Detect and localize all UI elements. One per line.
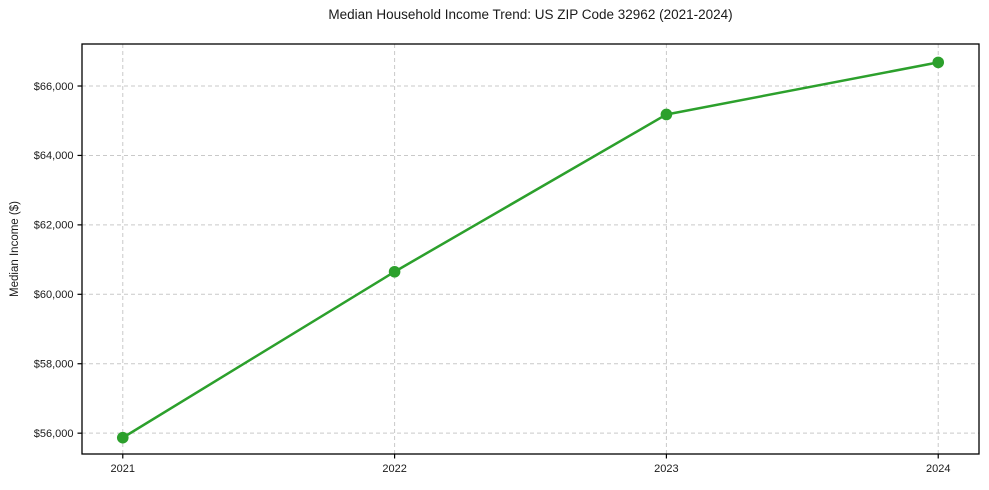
chart-title: Median Household Income Trend: US ZIP Co…: [328, 7, 733, 22]
data-point-2021: [116, 431, 129, 444]
data-point-2024: [932, 56, 945, 69]
plot-border: [81, 43, 980, 455]
data-point-2023: [660, 108, 673, 121]
y-tick-label: $58,000: [34, 359, 74, 371]
data-point-2022: [388, 265, 401, 278]
x-tick-label: 2022: [382, 463, 406, 475]
y-tick-label: $60,000: [34, 289, 74, 301]
x-tick-label: 2023: [654, 463, 678, 475]
y-tick-label: $64,000: [34, 150, 74, 162]
x-tick-label: 2024: [926, 463, 950, 475]
y-tick-label: $56,000: [34, 428, 74, 440]
trend-line: [121, 61, 940, 439]
y-tick-label: $66,000: [34, 81, 74, 93]
y-tick-label: $62,000: [34, 220, 74, 232]
x-tick-label: 2021: [111, 463, 135, 475]
